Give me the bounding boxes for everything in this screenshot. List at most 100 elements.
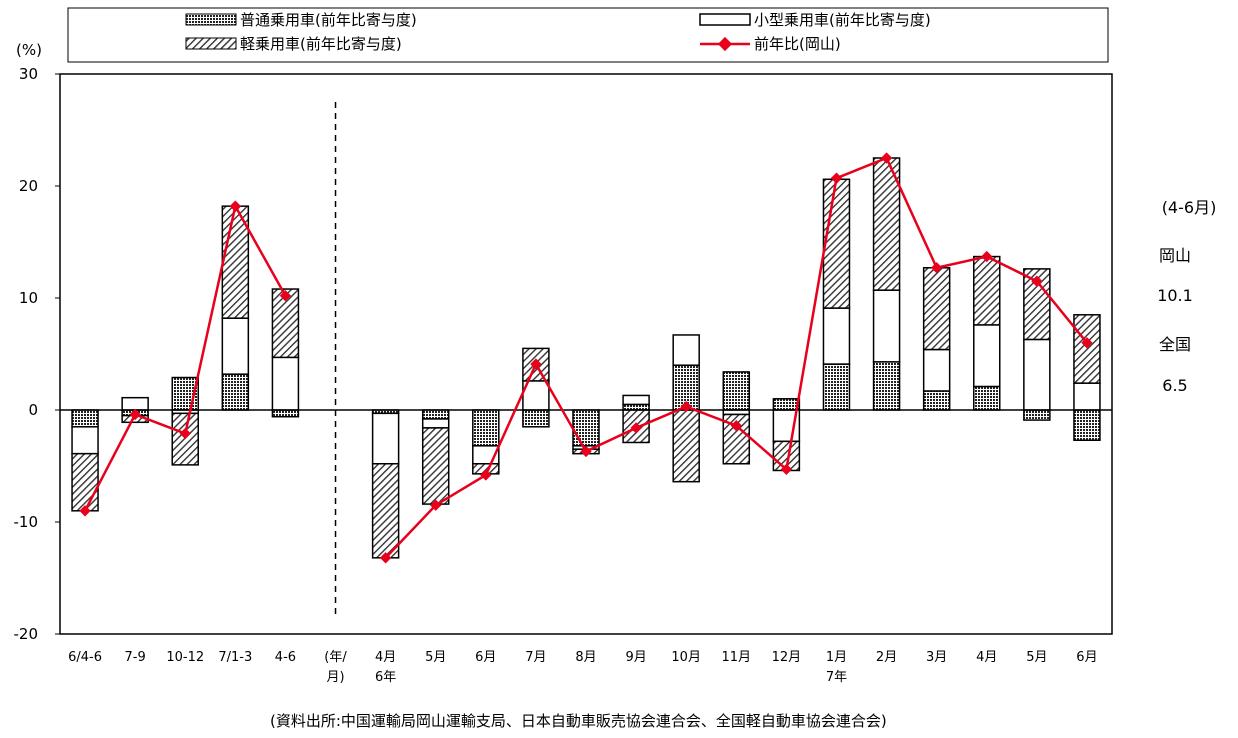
x-tick-label: 7年	[826, 670, 847, 685]
x-tick-label: 9月	[625, 650, 646, 665]
x-tick-label: 6/4-6	[68, 650, 102, 665]
x-tick-label: 4月	[375, 650, 396, 665]
side-note-period: (4-6月)	[1161, 198, 1217, 217]
bar-segment-series-1	[672, 334, 700, 366]
bar-segment-series-1	[973, 324, 1001, 388]
bar-segment-series-0	[1023, 409, 1051, 421]
line-marker	[179, 427, 191, 440]
bar-segment-series-0	[472, 409, 500, 447]
line-marker	[981, 250, 993, 263]
side-note-okayama-value: 10.1	[1157, 286, 1193, 305]
legend-swatch-series-1	[699, 13, 751, 26]
line-marker	[530, 358, 542, 370]
bar-segment-series-1	[1073, 382, 1101, 411]
line-marker	[830, 172, 843, 184]
bar-segment-series-2	[71, 452, 99, 512]
bar-segment-series-1	[371, 412, 400, 465]
legend-label-series-2: 軽乗用車(前年比寄与度)	[240, 35, 402, 53]
bar-segment-series-1	[922, 348, 951, 392]
bar-segment-series-0	[71, 409, 99, 428]
x-tick-label: 11月	[722, 650, 752, 665]
x-tick-label: 1月	[826, 650, 847, 665]
bar-segment-series-0	[872, 361, 901, 411]
line-marker	[129, 408, 141, 421]
bar-segment-series-1	[872, 289, 901, 363]
legend-label-series-0: 普通乗用車(前年比寄与度)	[240, 11, 417, 29]
line-marker	[229, 200, 241, 212]
x-tick-label: 3月	[926, 650, 947, 665]
y-axis-unit-label: (%)	[16, 41, 42, 59]
side-note-okayama-label: 岡山	[1158, 246, 1191, 265]
bar-segment-series-0	[221, 373, 250, 411]
line-marker	[780, 463, 793, 476]
bar-segment-series-2	[221, 205, 250, 319]
bar-segment-series-0	[622, 403, 650, 411]
x-tick-label: 6年	[375, 670, 396, 685]
x-tick-label: 10-12	[166, 650, 204, 665]
y-tick-label: -20	[14, 625, 39, 643]
bar-segment-series-1	[622, 394, 650, 406]
bar-segment-series-1	[121, 396, 149, 411]
line-marker	[580, 445, 592, 458]
x-tick-label: 10月	[671, 650, 701, 665]
bar-segment-series-1	[421, 418, 450, 429]
legend-swatch-series-0	[185, 13, 237, 26]
bar-segment-series-2	[1023, 268, 1051, 341]
bar-segment-series-2	[371, 463, 400, 559]
x-tick-label: 2月	[876, 650, 897, 665]
line-marker	[630, 422, 642, 434]
x-tick-label: 4月	[976, 650, 997, 665]
bar-segment-series-1	[221, 317, 250, 375]
bar-segment-series-0	[772, 398, 801, 411]
x-tick-label: 4-6	[275, 650, 296, 665]
line-marker	[730, 420, 742, 432]
bar-segment-series-0	[572, 409, 600, 447]
line-marker	[880, 152, 893, 164]
legend-box	[67, 7, 1109, 63]
bar-segment-series-0	[271, 409, 300, 418]
legend-marker-series-3	[717, 36, 733, 52]
plot-area	[59, 73, 1113, 635]
bar-segment-series-2	[973, 255, 1001, 326]
y-tick-label: -10	[14, 513, 39, 531]
line-marker	[931, 262, 943, 274]
x-tick-label: (年/	[324, 650, 347, 665]
bar-segment-series-0	[522, 409, 550, 428]
bar-segment-series-2	[421, 427, 450, 505]
legend-item-series-1: 小型乗用車(前年比寄与度)	[699, 11, 931, 29]
bar-segment-series-2	[822, 178, 851, 309]
bar-segment-series-0	[722, 371, 751, 411]
bar-segment-series-1	[71, 426, 99, 455]
legend-item-series-0: 普通乗用車(前年比寄与度)	[185, 11, 417, 29]
line-marker	[480, 469, 492, 481]
side-note-national-value: 6.5	[1162, 376, 1188, 395]
x-axis-labels: 6/4-6 7-9 10-12 7/1-3 4-6 (年/月) 4月 6年 5月 6月 7月 8月 9月…	[68, 650, 1097, 685]
bar-segment-series-1	[822, 307, 851, 365]
legend-item-series-2: 軽乗用車(前年比寄与度)	[185, 35, 402, 53]
x-tick-label: 月)	[326, 670, 344, 685]
bar-segment-series-0	[973, 385, 1001, 411]
x-tick-label: 7月	[525, 650, 546, 665]
side-note-national-label: 全国	[1158, 335, 1191, 354]
legend: 普通乗用車(前年比寄与度) 小型乗用車(前年比寄与度) 軽乗用車(前年比寄与度)…	[67, 7, 1109, 63]
line-marker	[1081, 337, 1093, 349]
bar-segment-series-0	[822, 363, 851, 411]
x-tick-label: 12月	[772, 650, 802, 665]
y-axis-ticks: 30 20 10 0 -10 -20	[14, 65, 60, 643]
bar-segment-series-0	[421, 409, 450, 420]
line-marker	[680, 400, 692, 413]
legend-label-series-1: 小型乗用車(前年比寄与度)	[754, 11, 931, 29]
line-series	[79, 152, 1093, 564]
x-tick-label: 5月	[1026, 650, 1047, 665]
line-marker	[1031, 275, 1043, 287]
bar-segment-series-2	[922, 267, 951, 351]
bar-segment-series-2	[1073, 314, 1101, 384]
x-tick-label: 7/1-3	[218, 650, 252, 665]
bars	[71, 157, 1101, 559]
y-tick-label: 30	[19, 65, 38, 83]
legend-item-series-3: 前年比(岡山)	[700, 35, 841, 53]
source-note: (資料出所:中国運輸局岡山運輸支局、日本自動車販売協会連合会、全国軽自動車協会連…	[270, 712, 887, 730]
line-marker	[430, 499, 442, 511]
y-tick-label: 10	[19, 289, 38, 307]
